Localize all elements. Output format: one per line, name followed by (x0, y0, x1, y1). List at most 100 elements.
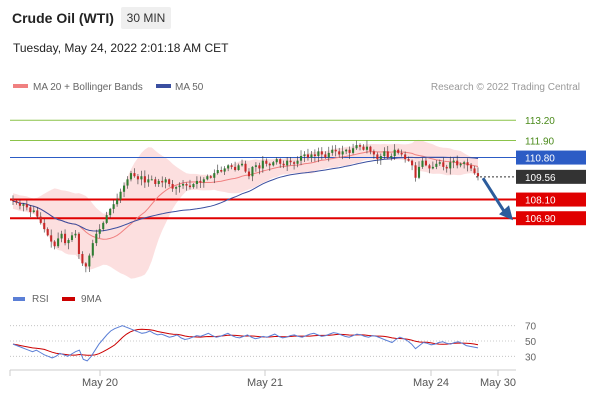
candle-body (421, 160, 424, 167)
candle-body (296, 160, 299, 164)
timeframe-badge[interactable]: 30 MIN (121, 7, 171, 29)
candle-body (352, 148, 355, 153)
candle-body (220, 170, 223, 172)
candle-body (435, 163, 438, 167)
copyright-text: Research © 2022 Trading Central (431, 82, 580, 93)
candle-body (223, 168, 226, 172)
candle-body (289, 160, 292, 163)
candle-body (25, 204, 28, 208)
candle-body (202, 179, 205, 183)
candle-body (46, 229, 49, 236)
candle-body (338, 151, 341, 155)
candle-body (119, 191, 122, 200)
candle-body (36, 210, 39, 217)
candle-body (29, 207, 32, 212)
candle-body (334, 149, 337, 152)
rsi-line (12, 325, 479, 362)
level-label-bg-support (516, 192, 586, 207)
candle-body (98, 229, 101, 234)
candle-body (456, 160, 459, 166)
candle-body (452, 160, 455, 163)
price-panel: 113.20 111.90 110.80 109.56 108.10 106.90 (10, 116, 586, 279)
candle-body (299, 156, 303, 161)
candle-body (154, 179, 157, 184)
candle-body (379, 156, 382, 160)
rsi-legend-label: RSI (32, 294, 49, 305)
candle-body (355, 145, 358, 149)
forecast-arrow-head (499, 205, 513, 221)
candle-body (282, 163, 285, 166)
candle-body (445, 166, 448, 169)
candle-body (345, 149, 348, 152)
candle-body (216, 170, 219, 174)
candle-body (157, 180, 160, 184)
candle-body (417, 166, 421, 178)
ma50-legend-label: MA 50 (175, 82, 204, 93)
bollinger-band (13, 139, 478, 279)
ma50-legend-swatch (156, 84, 171, 88)
candle-body (123, 185, 126, 192)
candle-body (254, 165, 257, 167)
candle-body (64, 233, 67, 244)
candle-body (195, 180, 198, 184)
level-label-resistance: 113.20 (525, 116, 555, 127)
candle-body (240, 163, 244, 166)
candle-body (237, 165, 240, 170)
candle-body (358, 145, 362, 147)
candle-body (53, 241, 56, 247)
candle-body (463, 162, 466, 164)
candle-body (81, 254, 84, 264)
candle-body (459, 163, 462, 166)
candle-body (431, 166, 434, 169)
candle-body (57, 238, 60, 247)
candle-body (327, 152, 330, 158)
candle-body (404, 154, 407, 160)
candle-body (164, 179, 167, 183)
candle-body (109, 208, 112, 216)
candle-body (365, 146, 368, 150)
ma20-legend-swatch (13, 84, 28, 88)
candle-body (206, 176, 209, 180)
candle-body (91, 243, 94, 256)
candle-body (178, 185, 181, 188)
candle-body (70, 235, 74, 240)
ma20-line (12, 151, 479, 240)
candle-body (476, 173, 480, 177)
candle-body (414, 165, 417, 178)
candle-body (161, 180, 164, 183)
candle-body (303, 154, 306, 156)
level-label-support: 108.10 (525, 196, 556, 207)
level-label-resistance: 111.90 (525, 136, 555, 147)
candle-body (209, 176, 212, 178)
ma9-legend-swatch (62, 297, 75, 301)
candle-body (279, 159, 282, 164)
rsi-ma-line (12, 328, 479, 356)
candle-body (234, 166, 237, 170)
candle-body (18, 202, 21, 206)
x-axis: May 20 May 21 May 24 May 30 (9, 369, 516, 389)
candle-body (466, 162, 469, 166)
candle-body (88, 255, 91, 267)
candle-body (143, 176, 146, 183)
level-label-current: 109.56 (525, 173, 556, 184)
candle-body (272, 162, 275, 166)
candle-body (268, 163, 271, 166)
candle-body (175, 187, 178, 189)
candle-body (286, 160, 289, 166)
candle-body (150, 179, 153, 181)
x-tick-label: May 24 (413, 377, 449, 389)
candle-body (372, 151, 375, 155)
candle-body (397, 149, 400, 153)
candle-body (230, 165, 233, 167)
candle-body (261, 160, 264, 169)
rsi-tick-label: 70 (525, 322, 537, 333)
candle-body (293, 162, 296, 164)
candle-body (22, 204, 25, 206)
candle-body (133, 173, 136, 177)
candle-body (188, 185, 192, 188)
candle-body (192, 184, 195, 188)
candle-body (112, 204, 115, 209)
candle-body (317, 151, 320, 156)
level-label-pivot: 110.80 (525, 154, 555, 165)
ma50-line (12, 156, 479, 232)
